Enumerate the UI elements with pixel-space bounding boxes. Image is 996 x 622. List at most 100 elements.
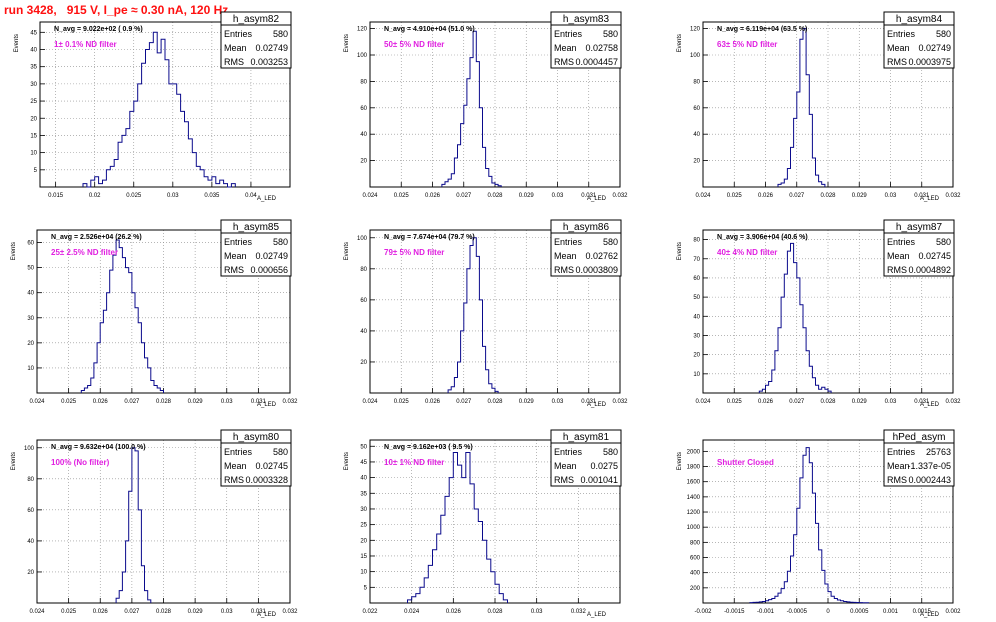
stats-value-rms: 0.001041 [580, 475, 618, 485]
stats-value-rms: 0.0004892 [908, 265, 951, 275]
y-tick-label: 1800 [687, 465, 701, 471]
x-tick-label: 0.022 [362, 609, 378, 615]
stats-title: h_asym85 [233, 222, 280, 233]
stats-label-mean: Mean [224, 43, 247, 53]
stats-value-entries: 580 [936, 237, 951, 247]
y-axis-label: Events [677, 242, 683, 260]
y-tick-label: 15 [30, 133, 37, 139]
x-tick-label: 0.026 [93, 609, 109, 615]
stats-value-entries: 580 [273, 237, 288, 247]
x-tick-label: 0.025 [727, 399, 743, 405]
x-tick-label: 0.024 [29, 399, 45, 405]
x-tick-label: 0.024 [695, 193, 711, 199]
stats-value-mean: 0.02749 [255, 43, 288, 53]
stats-label-entries: Entries [554, 237, 583, 247]
x-tick-label: 0.032 [612, 193, 628, 199]
y-axis-label: Events [677, 34, 683, 52]
filter-label: 40± 4% ND filter [717, 248, 777, 257]
y-tick-label: 1400 [687, 495, 701, 501]
stats-value-entries: 580 [603, 447, 618, 457]
x-tick-label: 0.032 [945, 399, 961, 405]
stats-value-mean: 0.0275 [590, 461, 618, 471]
x-tick-label: 0.03 [885, 399, 897, 405]
y-tick-label: 50 [27, 266, 34, 272]
stats-value-entries: 580 [603, 29, 618, 39]
stats-value-rms: 0.000656 [250, 265, 288, 275]
y-tick-label: 35 [360, 491, 367, 497]
x-tick-label: 0.028 [820, 193, 836, 199]
x-tick-label: 0.024 [29, 609, 45, 615]
navg-annotation: N_avg = 4.910e+04 (51.0 %) [384, 26, 475, 33]
y-tick-label: 100 [24, 446, 35, 452]
x-tick-label: 0.026 [758, 193, 774, 199]
x-axis-label: A_LED [587, 196, 607, 202]
x-tick-label: 0.02 [89, 193, 101, 199]
stats-label-rms: RMS [224, 475, 244, 485]
histogram-bars-h_asym87 [758, 242, 832, 393]
x-tick-label: 0.027 [789, 399, 805, 405]
x-tick-label: 0.025 [727, 193, 743, 199]
x-axis-label: A_LED [587, 612, 607, 618]
navg-annotation: N_avg = 9.162e+03 ( 9.5 %) [384, 444, 473, 451]
y-tick-label: 50 [693, 295, 700, 301]
x-tick-label: 0.024 [404, 609, 420, 615]
stats-title: h_asym87 [896, 222, 943, 233]
y-tick-label: 80 [693, 238, 700, 244]
x-tick-label: 0.025 [394, 193, 410, 199]
stats-label-mean: Mean [224, 461, 247, 471]
x-tick-label: 0.031 [914, 193, 930, 199]
y-tick-label: 20 [360, 159, 367, 165]
stats-label-rms: RMS [887, 265, 907, 275]
histogram-h_asym81: 0.022 0.024 0.026 0.028 0.03 0.032 5 10 15 20 25 30… [344, 429, 622, 618]
stats-box [550, 429, 622, 487]
stats-box [220, 11, 292, 69]
x-axis-label: A_LED [920, 402, 940, 408]
stats-title: h_asym80 [233, 432, 280, 443]
stats-label-entries: Entries [887, 29, 916, 39]
y-tick-label: 5 [34, 168, 38, 174]
x-tick-label: 0.026 [425, 193, 441, 199]
stats-box [883, 219, 955, 277]
stats-label-entries: Entries [224, 447, 253, 457]
stats-box [550, 219, 622, 277]
y-tick-label: 120 [357, 27, 368, 33]
x-axis-label: A_LED [920, 612, 940, 618]
navg-annotation: N_avg = 7.674e+04 (79.7 %) [384, 234, 475, 241]
y-tick-label: 2000 [687, 449, 701, 455]
filter-label: 63± 5% ND filter [717, 40, 777, 49]
y-tick-label: 25 [30, 99, 37, 105]
stats-label-rms: RMS [554, 475, 574, 485]
y-axis-label: Events [344, 452, 350, 470]
x-tick-label: 0.031 [251, 399, 267, 405]
y-tick-label: 400 [690, 571, 701, 577]
x-tick-label: 0.026 [758, 399, 774, 405]
x-tick-label: 0.027 [456, 399, 472, 405]
x-tick-label: 0.001 [883, 609, 899, 615]
x-tick-label: 0.026 [425, 399, 441, 405]
stats-label-rms: RMS [887, 475, 907, 485]
histogram-h_asym86: 0.024 0.025 0.026 0.027 0.028 0.029 0.03 0.031 0… [344, 219, 628, 408]
x-tick-label: 0.03 [167, 193, 179, 199]
y-axis-label: Events [11, 242, 17, 260]
y-tick-label: 20 [360, 538, 367, 544]
stats-title: h_asym83 [563, 14, 610, 25]
y-tick-label: 70 [693, 257, 700, 263]
y-tick-label: 1000 [687, 525, 701, 531]
y-tick-label: 60 [360, 298, 367, 304]
y-tick-label: 20 [30, 116, 37, 122]
stats-label-mean: Mean [224, 251, 247, 261]
y-tick-label: 200 [690, 586, 701, 592]
x-tick-label: 0.027 [456, 193, 472, 199]
y-tick-label: 45 [30, 30, 37, 36]
x-tick-label: 0.029 [519, 399, 535, 405]
y-tick-label: 5 [364, 585, 368, 591]
x-tick-label: 0.002 [945, 609, 961, 615]
y-tick-label: 60 [693, 276, 700, 282]
y-tick-label: 1600 [687, 480, 701, 486]
x-tick-label: 0.03 [221, 609, 233, 615]
stats-value-mean: 0.02762 [585, 251, 618, 261]
y-tick-label: 120 [690, 27, 701, 33]
y-tick-label: 45 [360, 460, 367, 466]
y-tick-label: 20 [360, 360, 367, 366]
x-tick-label: 0.025 [61, 399, 77, 405]
